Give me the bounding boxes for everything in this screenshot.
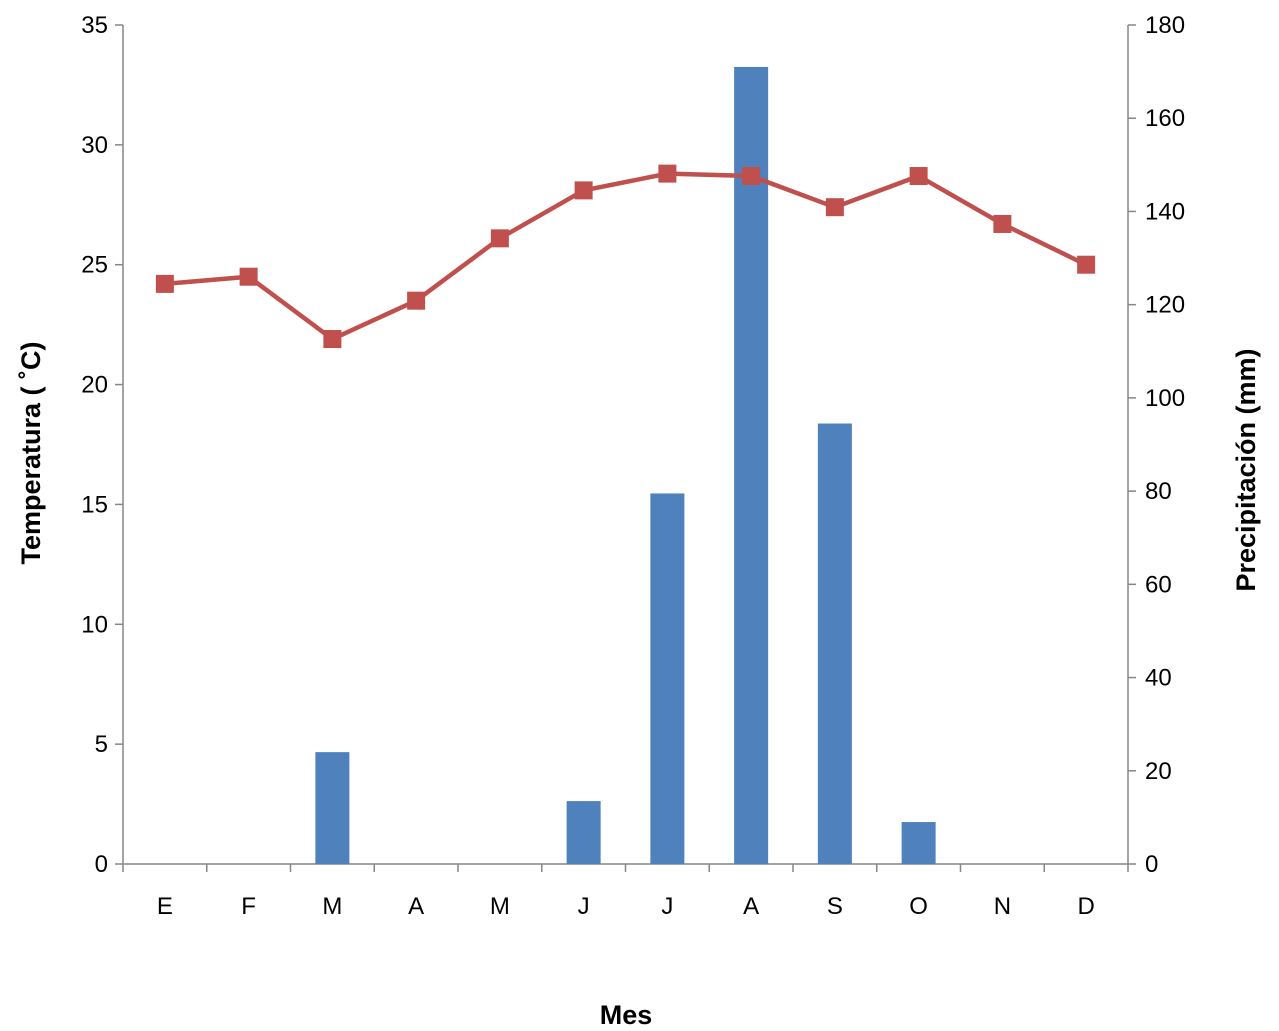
- temperature-marker: [240, 268, 258, 286]
- y-right-tick-label: 180: [1145, 12, 1185, 39]
- axes: [115, 25, 1136, 872]
- y-left-tick-label: 10: [81, 611, 108, 638]
- x-tick-label: E: [157, 893, 173, 920]
- precipitation-bar: [818, 424, 852, 864]
- temperature-marker: [156, 275, 174, 293]
- precipitation-bar: [734, 67, 768, 864]
- precipitation-bar: [902, 822, 936, 864]
- y-axis-right-title: Precipitación (mm): [1231, 348, 1261, 591]
- y-left-tick-label: 20: [81, 372, 108, 399]
- precipitation-bar: [650, 493, 684, 864]
- y-right-tick-label: 60: [1145, 571, 1172, 598]
- y-right-tick-label: 160: [1145, 105, 1185, 132]
- x-tick-label: M: [490, 893, 510, 920]
- y-right-tick-label: 120: [1145, 292, 1185, 319]
- temperature-line: [156, 165, 1095, 348]
- y-right-tick-label: 80: [1145, 478, 1172, 505]
- x-tick-label: A: [743, 893, 759, 920]
- precipitation-bar: [315, 752, 349, 864]
- y-left-tick-label: 0: [95, 851, 108, 878]
- x-tick-label: A: [408, 893, 424, 920]
- y-axis-left-title: Temperatura ( ˚C): [16, 341, 46, 564]
- temperature-marker: [323, 330, 341, 348]
- y-right-tick-label: 140: [1145, 198, 1185, 225]
- x-tick-label: M: [322, 893, 342, 920]
- x-tick-label: F: [241, 893, 256, 920]
- tick-labels: 0 5 10 15 20 25 30 35 0 20 40 60 80 100 120 140 160 180 E F…: [81, 12, 1185, 920]
- y-right-tick-label: 20: [1145, 758, 1172, 785]
- y-right-tick-label: 0: [1145, 851, 1158, 878]
- temperature-marker: [575, 181, 593, 199]
- temperature-marker: [658, 165, 676, 183]
- y-left-tick-label: 30: [81, 132, 108, 159]
- y-left-tick-label: 35: [81, 12, 108, 39]
- temperature-marker: [910, 167, 928, 185]
- temperature-line-path: [165, 174, 1086, 339]
- y-left-tick-label: 15: [81, 491, 108, 518]
- y-left-tick-label: 5: [95, 731, 108, 758]
- y-left-tick-label: 25: [81, 252, 108, 279]
- x-tick-label: J: [661, 893, 673, 920]
- x-tick-label: S: [827, 893, 843, 920]
- x-axis-title: Mes: [600, 1000, 653, 1030]
- x-tick-label: J: [578, 893, 590, 920]
- temperature-marker: [1077, 256, 1095, 274]
- precipitation-bar: [567, 801, 601, 864]
- precipitation-bars: [315, 67, 935, 864]
- temperature-marker: [407, 292, 425, 310]
- temperature-marker: [491, 229, 509, 247]
- temperature-marker: [993, 215, 1011, 233]
- temperature-marker: [826, 198, 844, 216]
- y-right-tick-label: 100: [1145, 385, 1185, 412]
- temperature-marker: [742, 167, 760, 185]
- x-tick-label: N: [994, 893, 1011, 920]
- x-tick-label: D: [1077, 893, 1094, 920]
- x-tick-label: O: [909, 893, 928, 920]
- y-right-tick-label: 40: [1145, 665, 1172, 692]
